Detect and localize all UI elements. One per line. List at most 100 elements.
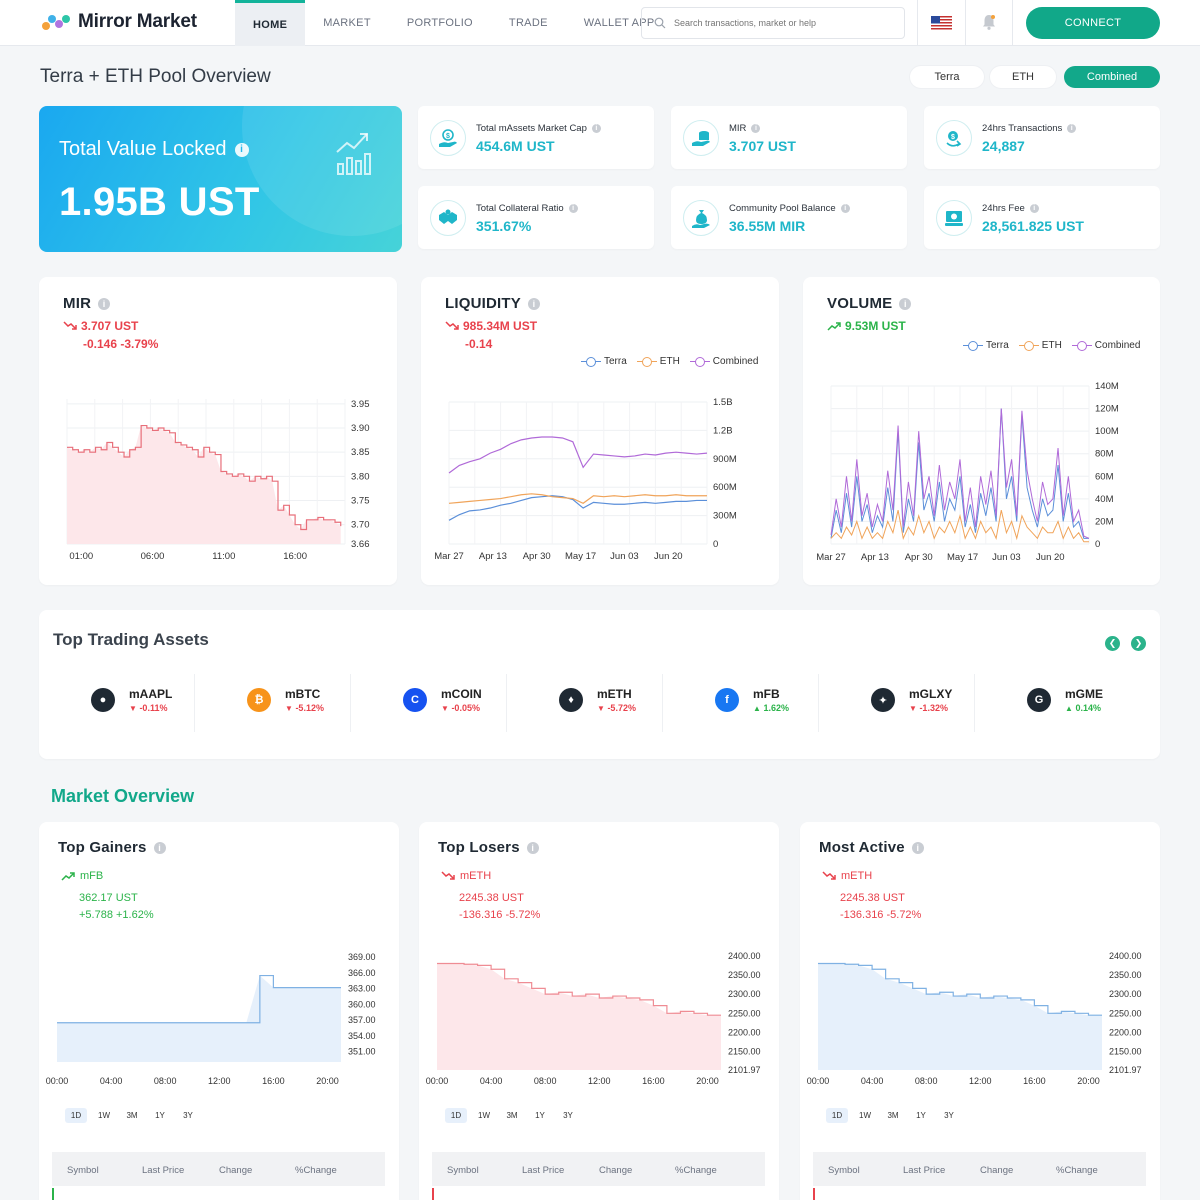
range-3y[interactable]: 3Y <box>563 1111 573 1120</box>
carousel-prev-button[interactable]: ❮ <box>1105 636 1120 651</box>
series-line-terra[interactable] <box>448 495 707 521</box>
range-1y[interactable]: 1Y <box>916 1111 926 1120</box>
column-header[interactable]: %Change <box>295 1165 337 1176</box>
legend-eth[interactable]: ETH <box>1018 340 1062 351</box>
nav-market[interactable]: MARKET <box>323 17 371 29</box>
range-3m[interactable]: 3M <box>887 1111 899 1120</box>
info-icon[interactable]: i <box>234 142 249 157</box>
range-1w[interactable]: 1W <box>859 1111 871 1120</box>
asset-mbtc[interactable]: ₿ mBTC ▼ -5.12% <box>195 674 351 732</box>
range-1w[interactable]: 1W <box>478 1111 490 1120</box>
series-line-terra[interactable] <box>830 408 1089 539</box>
legend-terra[interactable]: Terra <box>581 356 627 367</box>
info-icon[interactable]: i <box>568 204 578 213</box>
market-card-symbol[interactable]: mETH <box>460 870 492 882</box>
range-1y[interactable]: 1Y <box>155 1111 165 1120</box>
series-line-value[interactable] <box>67 424 342 531</box>
nav-portfolio[interactable]: PORTFOLIO <box>406 17 473 29</box>
legend-combined[interactable]: Combined <box>689 356 758 367</box>
x-tick-label: 12:00 <box>969 1076 992 1086</box>
notification-bell-icon[interactable] <box>980 13 998 31</box>
legend-terra[interactable]: Terra <box>963 340 1009 351</box>
range-1d[interactable]: 1D <box>826 1108 848 1123</box>
series-line-eth[interactable] <box>830 510 1089 543</box>
info-icon[interactable]: i <box>98 297 111 310</box>
info-icon[interactable]: i <box>751 124 761 133</box>
info-icon[interactable]: i <box>1067 124 1077 133</box>
range-3y[interactable]: 3Y <box>944 1111 954 1120</box>
x-tick-label: 00:00 <box>46 1076 69 1086</box>
info-icon[interactable]: i <box>840 204 850 213</box>
column-header[interactable]: Symbol <box>67 1165 99 1176</box>
us-flag-icon[interactable] <box>931 16 952 30</box>
series-line-value[interactable] <box>437 962 721 1016</box>
y-tick-label: 1.5B <box>713 397 733 408</box>
series-line-combined[interactable] <box>448 436 708 474</box>
asset-mfb[interactable]: f mFB ▲ 1.62% <box>663 674 819 732</box>
info-icon[interactable]: i <box>911 841 924 854</box>
y-tick-label: 3.70 <box>351 520 370 531</box>
y-tick-label: 3.85 <box>351 447 370 458</box>
info-icon[interactable]: i <box>899 297 912 310</box>
liquidity-change: -0.14 <box>465 337 493 351</box>
column-header[interactable]: Last Price <box>142 1165 185 1176</box>
most-active-chart[interactable]: 2101.97 2150.00 2200.00 2250.00 2300.00 2350.… <box>800 822 1160 1102</box>
liquidity-chart[interactable]: 0 300M 600M 900M 1.2B 1.5B Mar 27 Apr 13 Apr 30 M… <box>421 277 779 585</box>
info-icon[interactable]: i <box>526 841 539 854</box>
asset-meth[interactable]: ♦ mETH ▼ -5.72% <box>507 674 663 732</box>
search-input[interactable] <box>674 18 894 28</box>
column-header[interactable]: Symbol <box>447 1165 479 1176</box>
info-icon[interactable]: i <box>153 841 166 854</box>
asset-mglxy[interactable]: ✦ mGLXY ▼ -1.32% <box>819 674 975 732</box>
column-header[interactable]: Change <box>599 1165 633 1176</box>
column-header[interactable]: Last Price <box>522 1165 565 1176</box>
mir-price-chart[interactable]: 3.66 3.70 3.75 3.80 3.85 3.90 3.95 01:00 06:00 11… <box>39 277 397 585</box>
asset-change-value: -1.32% <box>919 703 948 713</box>
column-header[interactable]: Change <box>219 1165 253 1176</box>
asset-maapl[interactable]: ● mAAPL ▼ -0.11% <box>39 674 195 732</box>
market-card-symbol[interactable]: mFB <box>80 870 104 882</box>
column-header[interactable]: Change <box>980 1165 1014 1176</box>
series-line-combined[interactable] <box>830 408 1090 539</box>
legend-eth[interactable]: ETH <box>636 356 680 367</box>
series-line-eth[interactable] <box>448 493 707 504</box>
volume-chart[interactable]: 0 20M 40M 60M 80M 100M 120M 140M Mar 27 Apr 13 Apr… <box>803 277 1160 585</box>
segment-eth[interactable]: ETH <box>990 66 1056 88</box>
market-card-price: 2245.38 UST <box>459 892 524 904</box>
top-losers-chart[interactable]: 2101.97 2150.00 2200.00 2250.00 2300.00 2350.… <box>419 822 779 1102</box>
segment-combined[interactable]: Combined <box>1064 66 1160 88</box>
range-3m[interactable]: 3M <box>506 1111 518 1120</box>
legend-combined[interactable]: Combined <box>1071 340 1140 351</box>
nav-home[interactable]: HOME <box>235 0 306 46</box>
nav-trade[interactable]: TRADE <box>508 17 548 29</box>
carousel-next-button[interactable]: ❯ <box>1131 636 1146 651</box>
info-icon[interactable]: i <box>1029 204 1039 213</box>
range-1d[interactable]: 1D <box>65 1108 87 1123</box>
series-line-value[interactable] <box>57 974 341 1024</box>
info-icon[interactable]: i <box>591 124 601 133</box>
tvl-decoration <box>242 106 402 236</box>
range-1w[interactable]: 1W <box>98 1111 110 1120</box>
column-header[interactable]: Last Price <box>903 1165 946 1176</box>
range-3y[interactable]: 3Y <box>183 1111 193 1120</box>
asset-divider <box>194 674 195 732</box>
brand-logo[interactable]: Mirror Market <box>40 10 197 34</box>
range-3m[interactable]: 3M <box>126 1111 138 1120</box>
range-1y[interactable]: 1Y <box>535 1111 545 1120</box>
nav-wallet-app[interactable]: WALLET APP <box>583 17 655 29</box>
column-header[interactable]: %Change <box>1056 1165 1098 1176</box>
svg-text:$: $ <box>951 134 955 141</box>
market-card-price: 362.17 UST <box>79 892 138 904</box>
market-card-symbol[interactable]: mETH <box>841 870 873 882</box>
column-header[interactable]: %Change <box>675 1165 717 1176</box>
segment-terra[interactable]: Terra <box>910 66 984 88</box>
info-icon[interactable]: i <box>527 297 540 310</box>
x-tick-label: 08:00 <box>915 1076 938 1086</box>
top-gainers-chart[interactable]: 351.00 354.00 357.00 360.00 363.00 366.00 369.… <box>39 822 399 1102</box>
column-header[interactable]: Symbol <box>828 1165 860 1176</box>
range-1d[interactable]: 1D <box>445 1108 467 1123</box>
series-line-value[interactable] <box>818 962 1102 1016</box>
connect-wallet-button[interactable]: CONNECT <box>1026 7 1160 39</box>
